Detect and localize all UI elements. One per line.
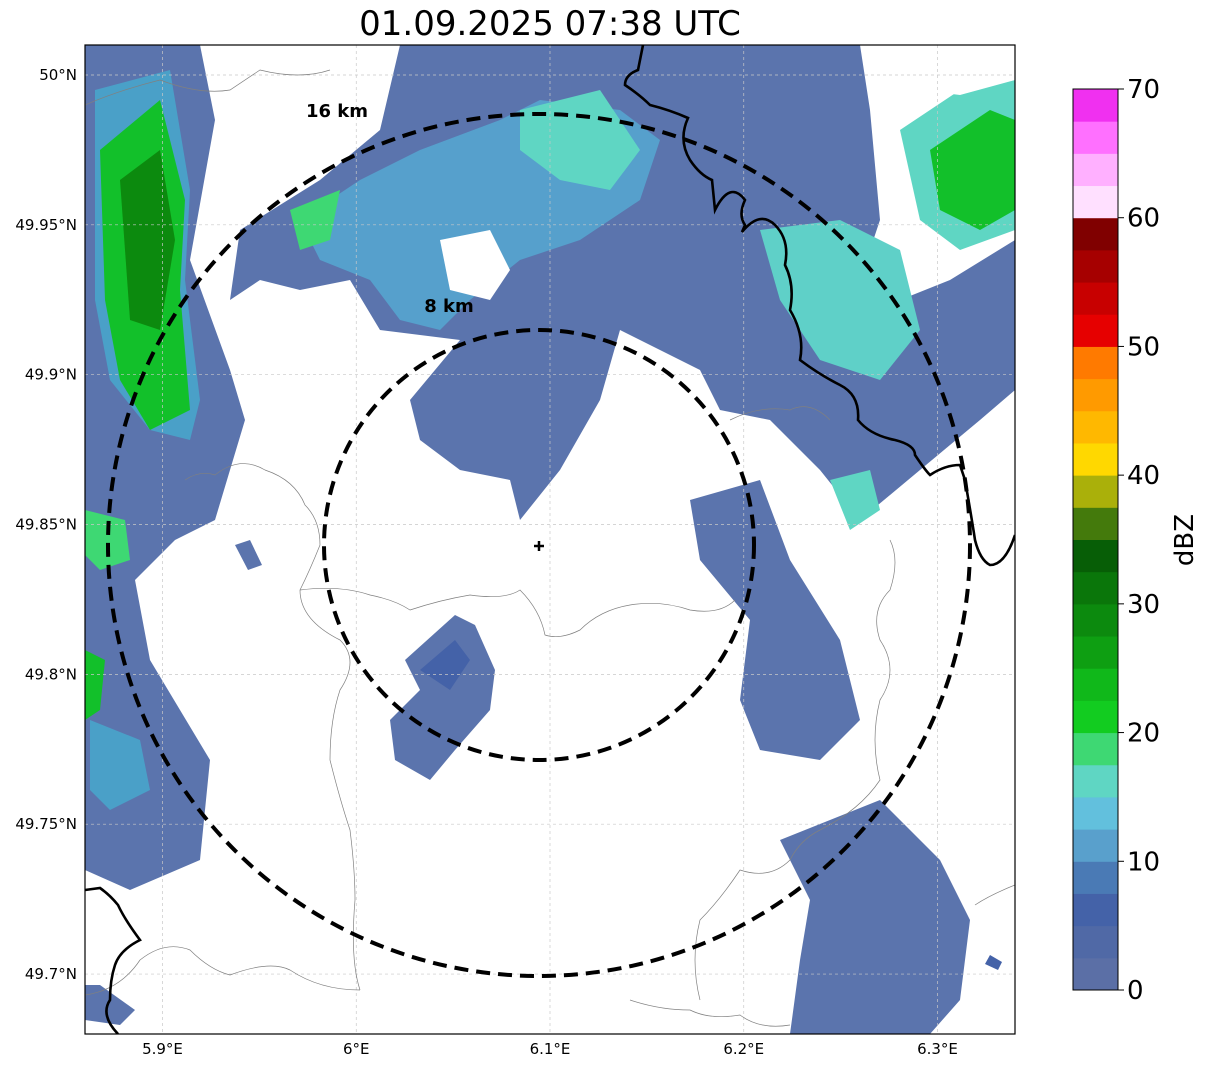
colorbar-segment [1073, 603, 1118, 637]
range-ring-8km [322, 328, 756, 762]
colorbar-frame [1072, 88, 1119, 991]
colorbar-tick-label: 50 [1127, 332, 1160, 362]
map-frame [84, 44, 1016, 1035]
lat-tick-label: 49.85°N [15, 516, 77, 534]
lon-tick-label: 5.9°E [142, 1040, 183, 1058]
colorbar-segment [1073, 539, 1118, 573]
colorbar-segment [1073, 571, 1118, 605]
colorbar-segment [1073, 668, 1118, 701]
colorbar-segment [1073, 507, 1118, 540]
radar-site-marker [534, 541, 544, 551]
colorbar-tick-label: 60 [1127, 204, 1160, 234]
colorbar-segment [1073, 410, 1118, 444]
range-ring-label-16km: 16 km [306, 101, 368, 122]
colorbar-segment [1073, 700, 1118, 734]
colorbar-segment [1073, 893, 1118, 927]
colorbar-segment [1073, 475, 1118, 508]
range-ring-16km [106, 112, 972, 978]
colorbar-segment [1073, 796, 1118, 830]
lat-tick-label: 49.7°N [25, 965, 77, 983]
admin-boundaries [85, 69, 1015, 1027]
colorbar-label: dBZ [1170, 514, 1200, 566]
colorbar-segment [1073, 121, 1118, 154]
colorbar-tick-label: 30 [1127, 590, 1160, 620]
colorbar-segment [1073, 442, 1118, 476]
colorbar-tick-label: 0 [1127, 976, 1144, 1006]
lat-tick-label: 49.9°N [25, 366, 77, 384]
colorbar-segment [1073, 861, 1118, 894]
range-rings [106, 112, 972, 978]
lon-tick-label: 6°E [343, 1040, 370, 1058]
colorbar-segment [1073, 378, 1118, 412]
colorbar-segment [1073, 89, 1118, 122]
lat-tick-label: 49.8°N [25, 665, 77, 683]
colorbar-segment [1073, 249, 1118, 283]
longitude-tick-labels: 5.9°E 6°E 6.1°E 6.2°E 6.3°E [142, 1040, 958, 1058]
range-ring-label-8km: 8 km [424, 296, 474, 317]
colorbar-segment [1073, 636, 1118, 669]
lat-tick-label: 49.95°N [15, 216, 77, 234]
colorbar-segment [1073, 282, 1118, 315]
colorbar-segment [1073, 153, 1118, 187]
reflectivity-field [85, 45, 1015, 1034]
colorbar-tick-labels: 0 10 20 30 40 50 60 70 [1118, 75, 1160, 1006]
colorbar-segment [1073, 346, 1118, 380]
colorbar-segment [1073, 217, 1118, 251]
lon-tick-label: 6.1°E [530, 1040, 571, 1058]
lon-tick-label: 6.3°E [917, 1040, 958, 1058]
colorbar-segment [1073, 314, 1118, 347]
colorbar-tick-label: 20 [1127, 719, 1160, 749]
colorbar-segment [1073, 957, 1118, 991]
latitude-tick-labels: 50°N 49.95°N 49.9°N 49.85°N 49.8°N 49.75°N 49.… [15, 66, 77, 983]
colorbar [1073, 89, 1118, 991]
colorbar-tick-label: 10 [1127, 847, 1160, 877]
lat-tick-label: 49.75°N [15, 815, 77, 833]
lat-tick-label: 50°N [39, 66, 77, 84]
colorbar-segment [1073, 732, 1118, 766]
national-borders [85, 45, 1015, 1034]
lon-tick-label: 6.2°E [723, 1040, 764, 1058]
colorbar-tick-label: 70 [1127, 75, 1160, 105]
colorbar-segment [1073, 764, 1118, 798]
colorbar-segment [1073, 925, 1118, 959]
map-title: 01.09.2025 07:38 UTC [359, 4, 741, 44]
colorbar-tick-label: 40 [1127, 461, 1160, 491]
colorbar-segment [1073, 185, 1118, 219]
colorbar-segment [1073, 829, 1118, 862]
